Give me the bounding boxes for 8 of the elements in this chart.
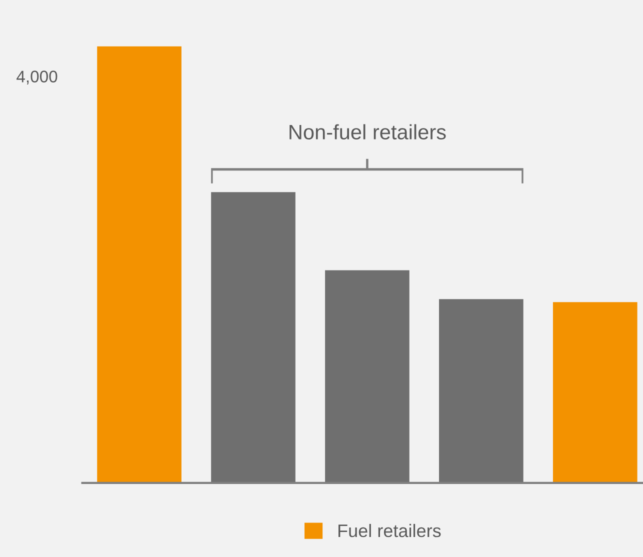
annotation: Non-fuel retailers: [290, 124, 446, 140]
legend-label: Fuel retailers: [338, 524, 441, 538]
text: 4,000: [16, 70, 58, 84]
bar: [439, 299, 524, 483]
bar: [325, 270, 410, 483]
bar: [552, 302, 638, 483]
bar: [97, 46, 182, 483]
bar: [211, 192, 296, 483]
